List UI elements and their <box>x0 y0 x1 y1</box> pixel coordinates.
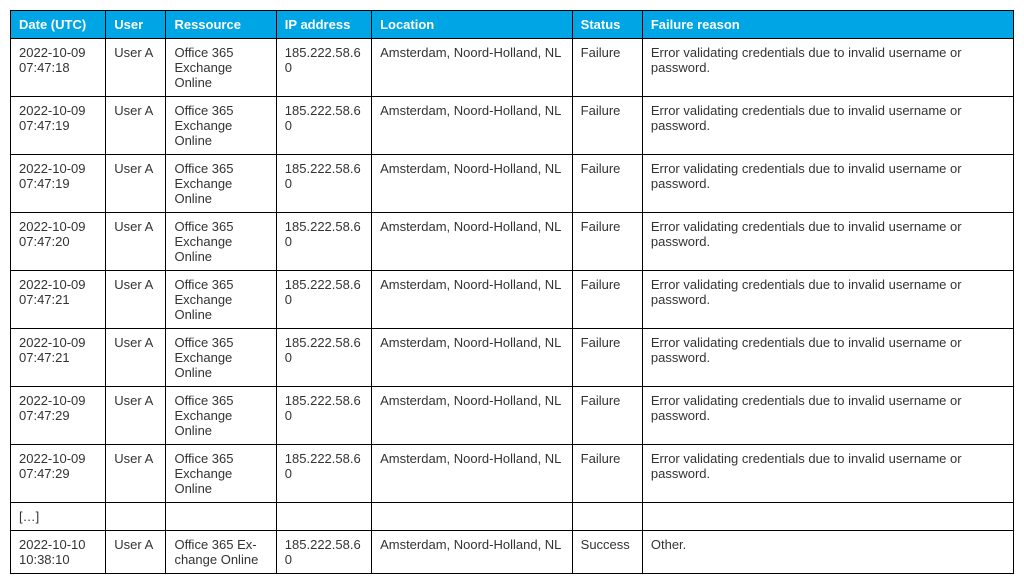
col-header-date: Date (UTC) <box>11 11 106 39</box>
cell-location: Amsterdam, Noord-Holland, NL <box>372 155 573 213</box>
cell-status: Success <box>572 531 642 574</box>
cell-ip: 185.222.58.60 <box>276 445 371 503</box>
col-header-status: Status <box>572 11 642 39</box>
table-row: 2022-10-09 07:47:21 User A Office 365 Ex… <box>11 329 1014 387</box>
cell-date: 2022-10-09 07:47:19 <box>11 97 106 155</box>
cell-status: Failure <box>572 97 642 155</box>
cell-ip <box>276 503 371 531</box>
cell-ip: 185.222.58.60 <box>276 97 371 155</box>
cell-ip: 185.222.58.60 <box>276 329 371 387</box>
cell-resource: Office 365 Exchange Online <box>166 329 276 387</box>
cell-user: User A <box>106 155 166 213</box>
col-header-resource: Ressource <box>166 11 276 39</box>
cell-ip: 185.222.58.60 <box>276 531 371 574</box>
table-row: 2022-10-09 07:47:18 User A Office 365 Ex… <box>11 39 1014 97</box>
cell-location: Amsterdam, Noord-Holland, NL <box>372 97 573 155</box>
cell-ip: 185.222.58.60 <box>276 155 371 213</box>
cell-date: 2022-10-09 07:47:18 <box>11 39 106 97</box>
cell-location: Amsterdam, Noord-Holland, NL <box>372 329 573 387</box>
cell-location: Amsterdam, Noord-Holland, NL <box>372 39 573 97</box>
cell-user: User A <box>106 329 166 387</box>
cell-resource: Office 365 Exchange Online <box>166 97 276 155</box>
cell-reason <box>642 503 1013 531</box>
cell-status: Failure <box>572 155 642 213</box>
table-row: 2022-10-09 07:47:29 User A Office 365 Ex… <box>11 387 1014 445</box>
table-row: 2022-10-09 07:47:19 User A Office 365 Ex… <box>11 97 1014 155</box>
cell-resource: Office 365 Exchange Online <box>166 155 276 213</box>
cell-resource: Office 365 Exchange Online <box>166 387 276 445</box>
cell-date: 2022-10-09 07:47:21 <box>11 329 106 387</box>
log-table: Date (UTC) User Ressource IP address Loc… <box>10 10 1014 574</box>
cell-date: 2022-10-09 07:47:29 <box>11 445 106 503</box>
cell-user: User A <box>106 387 166 445</box>
cell-reason: Error validating credentials due to inva… <box>642 387 1013 445</box>
cell-date: […] <box>11 503 106 531</box>
table-row-ellipsis: […] <box>11 503 1014 531</box>
cell-date: 2022-10-09 07:47:20 <box>11 213 106 271</box>
cell-date: 2022-10-09 07:47:21 <box>11 271 106 329</box>
cell-date: 2022-10-10 10:38:10 <box>11 531 106 574</box>
cell-status: Failure <box>572 39 642 97</box>
cell-ip: 185.222.58.60 <box>276 213 371 271</box>
table-row: 2022-10-09 07:47:19 User A Office 365 Ex… <box>11 155 1014 213</box>
cell-user: User A <box>106 213 166 271</box>
cell-location: Amsterdam, Noord-Holland, NL <box>372 213 573 271</box>
table-row: 2022-10-10 10:38:10 User A Office 365 Ex… <box>11 531 1014 574</box>
col-header-ip: IP address <box>276 11 371 39</box>
table-row: 2022-10-09 07:47:20 User A Office 365 Ex… <box>11 213 1014 271</box>
col-header-reason: Failure reason <box>642 11 1013 39</box>
cell-reason: Error validating credentials due to inva… <box>642 97 1013 155</box>
cell-user: User A <box>106 97 166 155</box>
cell-date: 2022-10-09 07:47:19 <box>11 155 106 213</box>
cell-reason: Error validating credentials due to inva… <box>642 213 1013 271</box>
cell-resource <box>166 503 276 531</box>
cell-status: Failure <box>572 445 642 503</box>
cell-resource: Office 365 Exchange Online <box>166 39 276 97</box>
cell-status: Failure <box>572 329 642 387</box>
cell-reason: Error validating credentials due to inva… <box>642 329 1013 387</box>
cell-status <box>572 503 642 531</box>
cell-user: User A <box>106 39 166 97</box>
cell-user: User A <box>106 445 166 503</box>
cell-status: Failure <box>572 387 642 445</box>
cell-location: Amsterdam, Noord-Holland, NL <box>372 387 573 445</box>
cell-reason: Error validating credentials due to inva… <box>642 39 1013 97</box>
col-header-user: User <box>106 11 166 39</box>
cell-reason: Other. <box>642 531 1013 574</box>
cell-ip: 185.222.58.60 <box>276 387 371 445</box>
cell-status: Failure <box>572 213 642 271</box>
cell-status: Failure <box>572 271 642 329</box>
cell-user <box>106 503 166 531</box>
cell-user: User A <box>106 531 166 574</box>
table-row: 2022-10-09 07:47:21 User A Office 365 Ex… <box>11 271 1014 329</box>
cell-ip: 185.222.58.60 <box>276 271 371 329</box>
cell-location: Amsterdam, Noord-Holland, NL <box>372 271 573 329</box>
cell-resource: Office 365 Exchange Online <box>166 445 276 503</box>
cell-location: Amsterdam, Noord-Holland, NL <box>372 531 573 574</box>
table-body: 2022-10-09 07:47:18 User A Office 365 Ex… <box>11 39 1014 574</box>
col-header-location: Location <box>372 11 573 39</box>
cell-reason: Error validating credentials due to inva… <box>642 155 1013 213</box>
table-row: 2022-10-09 07:47:29 User A Office 365 Ex… <box>11 445 1014 503</box>
cell-location: Amsterdam, Noord-Holland, NL <box>372 445 573 503</box>
cell-date: 2022-10-09 07:47:29 <box>11 387 106 445</box>
cell-resource: Office 365 Exchange Online <box>166 213 276 271</box>
cell-reason: Error validating credentials due to inva… <box>642 271 1013 329</box>
table-header-row: Date (UTC) User Ressource IP address Loc… <box>11 11 1014 39</box>
cell-reason: Error validating credentials due to inva… <box>642 445 1013 503</box>
cell-ip: 185.222.58.60 <box>276 39 371 97</box>
cell-user: User A <box>106 271 166 329</box>
cell-location <box>372 503 573 531</box>
cell-resource: Office 365 Exchange Online <box>166 271 276 329</box>
cell-resource: Office 365 Ex-change Online <box>166 531 276 574</box>
